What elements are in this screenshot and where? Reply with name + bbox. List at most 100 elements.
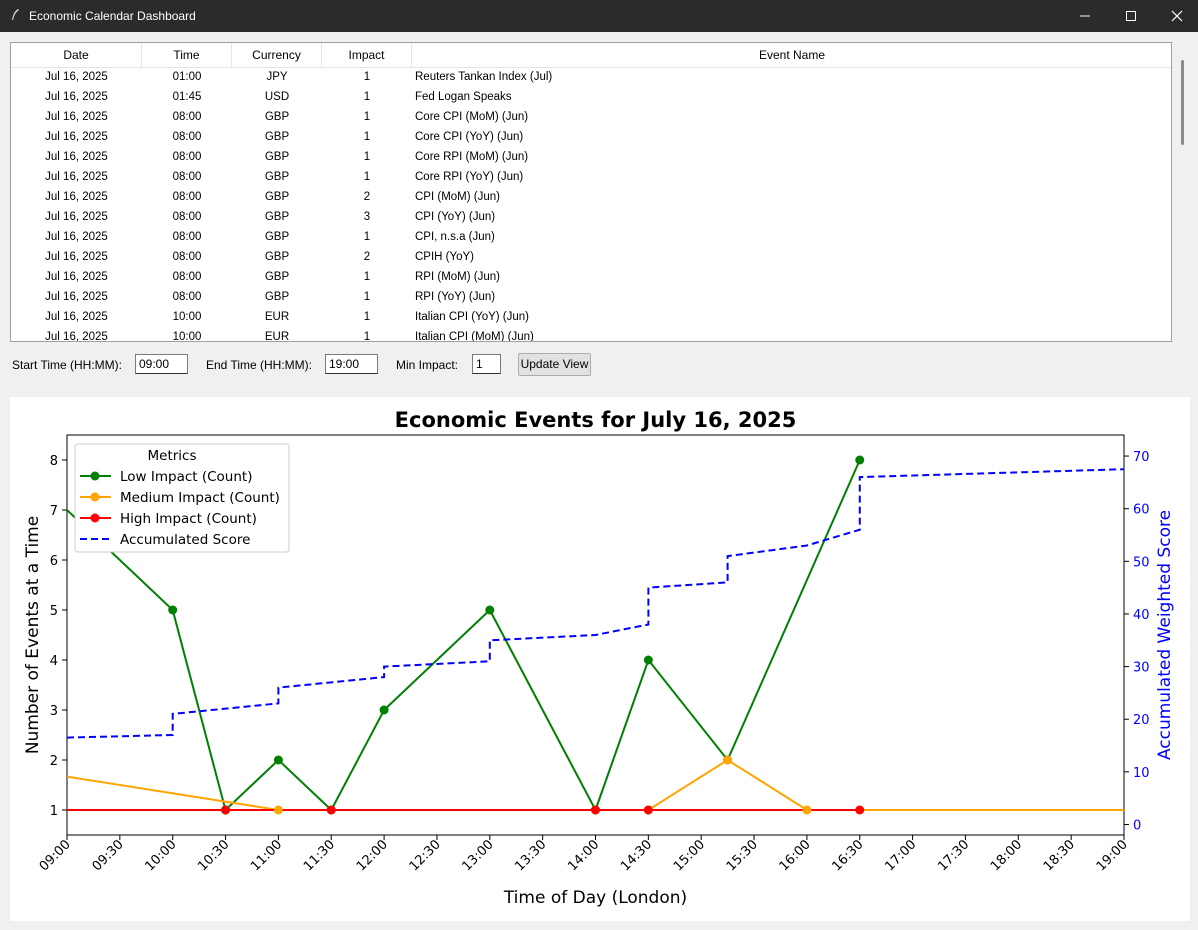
cell-date: Jul 16, 2025	[11, 127, 142, 147]
events-chart: Economic Events for July 16, 2025 09:00 09…	[10, 397, 1190, 921]
x-tick-label: 14:00	[565, 837, 602, 874]
x-tick-label: 15:30	[724, 837, 761, 874]
cell-currency: GBP	[232, 167, 322, 187]
x-tick-label: 12:30	[407, 837, 444, 874]
filter-controls: Start Time (HH:MM): 09:00 End Time (HH:M…	[0, 352, 1198, 378]
events-table[interactable]: Date Time Currency Impact Event Name Jul…	[10, 42, 1172, 342]
table-row[interactable]: Jul 16, 2025 08:00 GBP 2 CPIH (YoY)	[11, 247, 1171, 267]
cell-event-name: CPI (YoY) (Jun)	[415, 207, 1115, 227]
minimize-button[interactable]	[1062, 0, 1108, 32]
cell-impact: 1	[322, 147, 412, 167]
cell-date: Jul 16, 2025	[11, 227, 142, 247]
cell-event-name: Core RPI (MoM) (Jun)	[415, 147, 1115, 167]
legend-label-2: High Impact (Count)	[120, 511, 257, 527]
x-tick-label: 10:30	[195, 837, 232, 874]
x-tick-label: 11:00	[248, 837, 285, 874]
min-impact-input[interactable]: 1	[472, 354, 501, 374]
table-row[interactable]: Jul 16, 2025 10:00 EUR 1 Italian CPI (YoY) (…	[11, 307, 1171, 327]
series-marker-1	[723, 756, 732, 765]
chart-title: Economic Events for July 16, 2025	[395, 408, 797, 432]
series-marker-0	[168, 606, 177, 615]
x-tick-label: 16:30	[829, 837, 866, 874]
y2-tick-label: 60	[1133, 503, 1150, 518]
column-header-currency[interactable]: Currency	[232, 43, 322, 67]
cell-time: 08:00	[142, 207, 232, 227]
cell-time: 08:00	[142, 147, 232, 167]
column-header-event-name[interactable]: Event Name	[412, 43, 1172, 67]
x-tick-label: 13:30	[512, 837, 549, 874]
cell-time: 08:00	[142, 167, 232, 187]
cell-currency: GBP	[232, 267, 322, 287]
table-header: Date Time Currency Impact Event Name	[11, 43, 1171, 68]
x-tick-label: 16:00	[777, 837, 814, 874]
cell-time: 10:00	[142, 307, 232, 327]
end-time-label: End Time (HH:MM):	[206, 358, 312, 372]
y-tick-label: 1	[50, 804, 58, 819]
cell-impact: 1	[322, 307, 412, 327]
x-axis-label: Time of Day (London)	[503, 888, 687, 908]
cell-event-name: CPI, n.s.a (Jun)	[415, 227, 1115, 247]
table-row[interactable]: Jul 16, 2025 08:00 GBP 2 CPI (MoM) (Jun)	[11, 187, 1171, 207]
y2-tick-label: 30	[1133, 661, 1150, 676]
end-time-input[interactable]: 19:00	[325, 354, 378, 374]
series-marker-2	[327, 806, 336, 815]
series-marker-2	[855, 806, 864, 815]
table-row[interactable]: Jul 16, 2025 08:00 GBP 1 Core RPI (YoY) (Jun…	[11, 167, 1171, 187]
cell-currency: GBP	[232, 207, 322, 227]
x-tick-label: 12:00	[354, 837, 391, 874]
series-marker-0	[644, 656, 653, 665]
table-row[interactable]: Jul 16, 2025 08:00 GBP 1 Core CPI (YoY) (Jun…	[11, 127, 1171, 147]
x-tick-label: 09:00	[37, 837, 74, 874]
table-row[interactable]: Jul 16, 2025 08:00 GBP 1 CPI, n.s.a (Jun)	[11, 227, 1171, 247]
x-tick-label: 13:00	[460, 837, 497, 874]
cell-event-name: Reuters Tankan Index (Jul)	[415, 67, 1115, 87]
table-row[interactable]: Jul 16, 2025 08:00 GBP 1 RPI (MoM) (Jun)	[11, 267, 1171, 287]
start-time-input[interactable]: 09:00	[135, 354, 188, 374]
y-tick-label: 2	[50, 754, 58, 769]
cell-currency: GBP	[232, 127, 322, 147]
x-tick-label: 14:30	[618, 837, 655, 874]
table-row[interactable]: Jul 16, 2025 01:00 JPY 1 Reuters Tankan Inde…	[11, 67, 1171, 87]
table-row[interactable]: Jul 16, 2025 08:00 GBP 1 Core RPI (MoM) (Jun…	[11, 147, 1171, 167]
legend-marker-0	[91, 472, 100, 481]
legend-label-0: Low Impact (Count)	[120, 469, 252, 485]
cell-currency: GBP	[232, 287, 322, 307]
table-row[interactable]: Jul 16, 2025 01:45 USD 1 Fed Logan Speaks	[11, 87, 1171, 107]
cell-event-name: CPIH (YoY)	[415, 247, 1115, 267]
maximize-button[interactable]	[1108, 0, 1154, 32]
legend-label-1: Medium Impact (Count)	[120, 490, 280, 506]
cell-event-name: RPI (MoM) (Jun)	[415, 267, 1115, 287]
update-view-button[interactable]: Update View	[518, 353, 591, 376]
series-marker-2	[221, 806, 230, 815]
legend-title: Metrics	[147, 448, 196, 464]
legend-label-3: Accumulated Score	[120, 532, 250, 548]
cell-date: Jul 16, 2025	[11, 287, 142, 307]
table-row[interactable]: Jul 16, 2025 08:00 GBP 1 Core CPI (MoM) (Jun…	[11, 107, 1171, 127]
cell-impact: 1	[322, 167, 412, 187]
table-row[interactable]: Jul 16, 2025 08:00 GBP 1 RPI (YoY) (Jun)	[11, 287, 1171, 307]
series-marker-2	[644, 806, 653, 815]
cell-event-name: Core RPI (YoY) (Jun)	[415, 167, 1115, 187]
series-marker-0	[274, 756, 283, 765]
cell-currency: GBP	[232, 147, 322, 167]
cell-time: 08:00	[142, 187, 232, 207]
cell-impact: 1	[322, 267, 412, 287]
y2-tick-label: 50	[1133, 555, 1150, 570]
min-impact-label: Min Impact:	[396, 358, 458, 372]
series-marker-2	[591, 806, 600, 815]
cell-impact: 3	[322, 207, 412, 227]
legend-marker-1	[91, 493, 100, 502]
table-row[interactable]: Jul 16, 2025 08:00 GBP 3 CPI (YoY) (Jun)	[11, 207, 1171, 227]
x-tick-label: 15:00	[671, 837, 708, 874]
table-row[interactable]: Jul 16, 2025 10:00 EUR 1 Italian CPI (MoM) (…	[11, 327, 1171, 342]
x-tick-label: 18:30	[1041, 837, 1078, 874]
y-tick-label: 5	[50, 604, 58, 619]
scrollbar-thumb[interactable]	[1181, 60, 1184, 145]
column-header-time[interactable]: Time	[142, 43, 232, 67]
maximize-icon	[1125, 10, 1137, 22]
cell-currency: USD	[232, 87, 322, 107]
legend-marker-2	[91, 514, 100, 523]
close-button[interactable]	[1154, 0, 1198, 32]
column-header-impact[interactable]: Impact	[322, 43, 412, 67]
column-header-date[interactable]: Date	[11, 43, 142, 67]
